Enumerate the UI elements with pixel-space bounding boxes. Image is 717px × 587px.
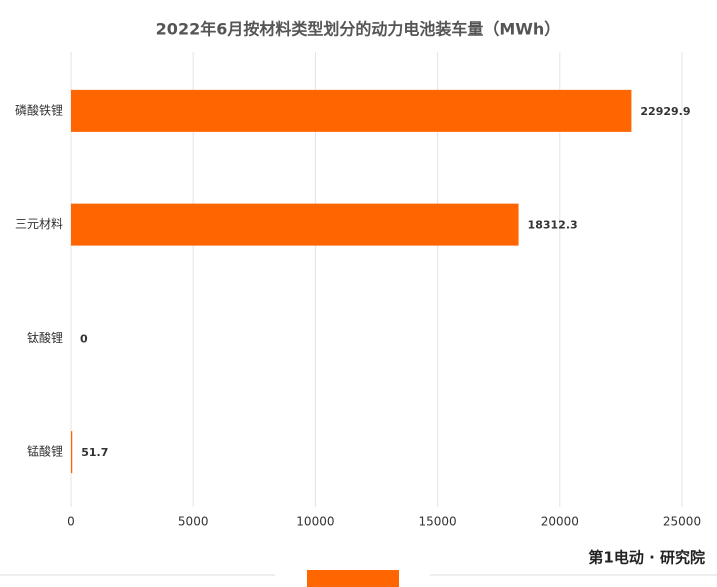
x-tick-label: 0: [67, 515, 75, 529]
y-tick-label: 钛酸锂: [27, 330, 63, 345]
x-tick-label: 10000: [296, 515, 334, 529]
x-tick-label: 25000: [663, 515, 701, 529]
bar: [71, 203, 519, 246]
y-tick-label: 锰酸锂: [27, 444, 63, 459]
bar: [71, 89, 632, 132]
value-label: 18312.3: [528, 219, 578, 232]
watermark: 第1电动 · 研究院: [588, 549, 705, 567]
x-tick-label: 15000: [419, 515, 457, 529]
x-tick-label: 5000: [178, 515, 209, 529]
value-label: 0: [80, 332, 88, 345]
value-label: 51.7: [81, 446, 108, 459]
y-tick-label: 三元材料: [15, 217, 63, 231]
chart-title: 2022年6月按材料类型划分的动力电池装车量（MWh）: [156, 20, 561, 39]
x-tick-label: 20000: [541, 515, 579, 529]
value-label: 22929.9: [640, 105, 690, 118]
legend-swatch: [307, 570, 399, 587]
y-tick-label: 磷酸铁锂: [15, 102, 63, 117]
bar: [71, 431, 73, 474]
